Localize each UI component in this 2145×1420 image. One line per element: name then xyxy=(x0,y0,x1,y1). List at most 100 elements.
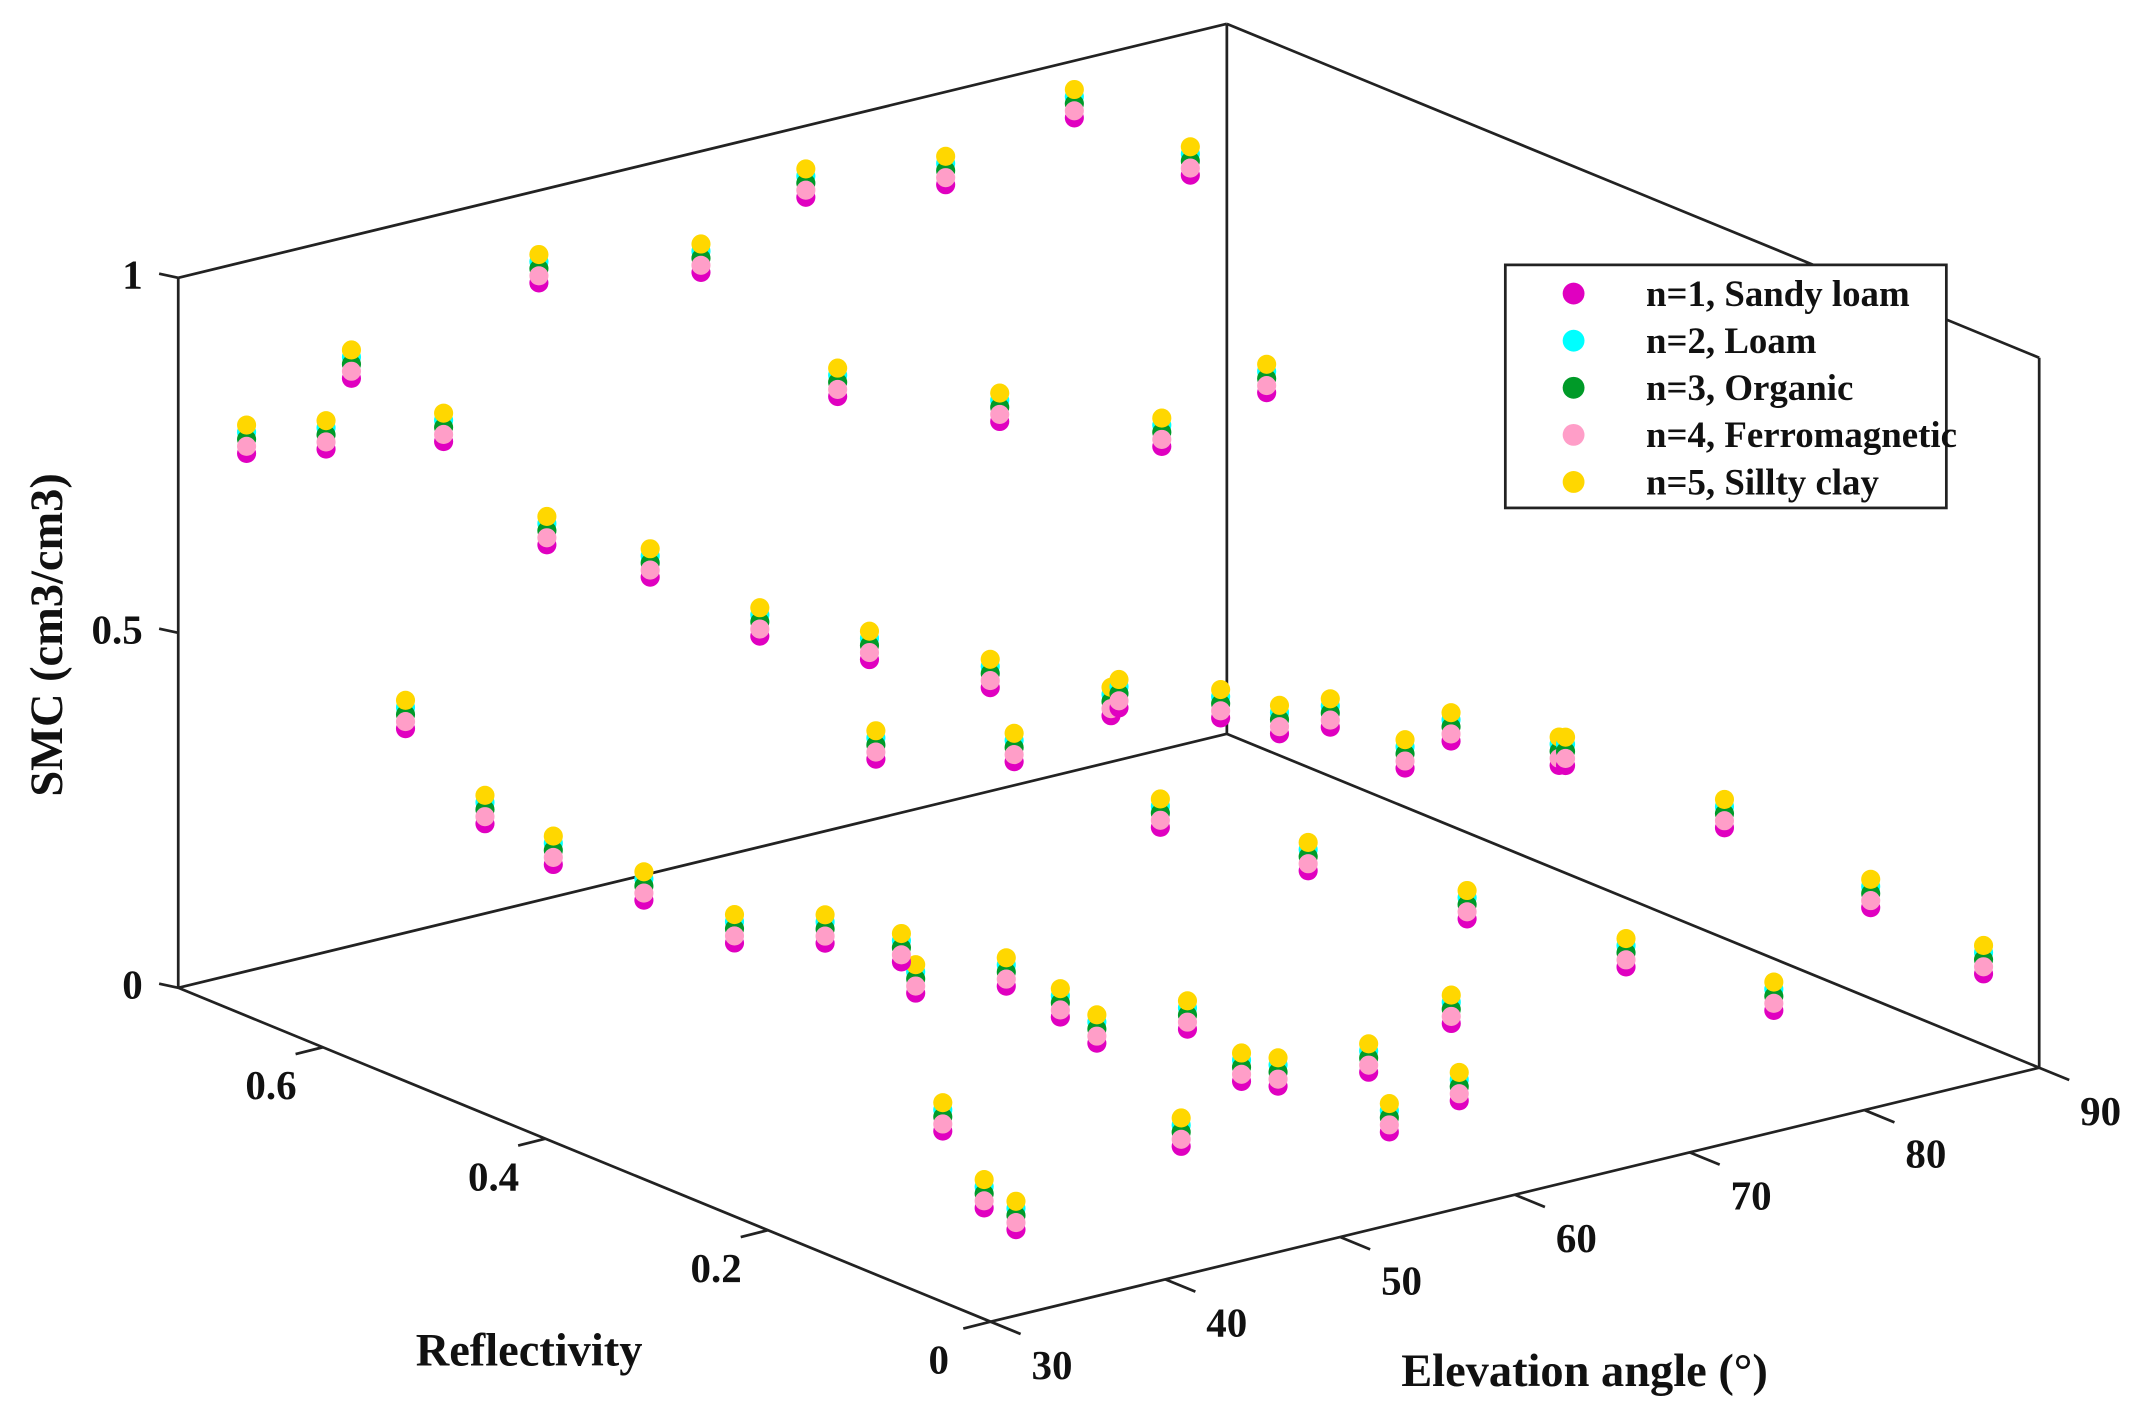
data-point-series-5 xyxy=(796,159,816,179)
data-point-series-5 xyxy=(529,244,549,265)
data-point-series-5 xyxy=(395,690,416,710)
axes-box xyxy=(158,22,2070,1336)
data-point-series-4 xyxy=(475,807,495,827)
data-point-series-4 xyxy=(640,560,660,580)
data-point-series-5 xyxy=(1320,689,1340,709)
x-tick-label: 80 xyxy=(1905,1130,1946,1176)
data-point-series-5 xyxy=(724,905,745,925)
data-point-series-5 xyxy=(1004,723,1024,743)
data-point-series-5 xyxy=(1064,79,1084,100)
data-point-series-4 xyxy=(906,976,926,996)
data-point-series-4 xyxy=(1231,1064,1252,1084)
z-axis-label: SMC (cm3/cm3) xyxy=(22,473,73,796)
y-tick-mark xyxy=(740,1228,769,1239)
data-point-series-5 xyxy=(1441,703,1461,723)
data-point-series-4 xyxy=(1269,717,1290,737)
data-point-series-5 xyxy=(1441,985,1461,1005)
data-point-series-5 xyxy=(341,340,361,360)
data-point-series-4 xyxy=(543,847,563,867)
data-point-series-5 xyxy=(1050,979,1070,999)
y-tick-label: 0.4 xyxy=(468,1154,519,1200)
data-point-series-4 xyxy=(634,883,654,903)
z-tick-mark xyxy=(158,272,179,280)
legend-marker xyxy=(1562,376,1585,399)
data-point-series-4 xyxy=(1152,429,1172,449)
legend-marker xyxy=(1562,282,1585,305)
z-tick-mark xyxy=(158,982,179,990)
data-point-series-4 xyxy=(750,619,770,639)
data-point-series-5 xyxy=(866,721,886,741)
data-point-series-4 xyxy=(1861,891,1881,911)
data-point-series-5 xyxy=(936,146,956,166)
data-point-series-5 xyxy=(1150,789,1170,809)
legend: n=1, Sandy loam n=2, Loam n=3, Organic n=4,… xyxy=(1503,263,1957,510)
data-point-series-4 xyxy=(815,926,835,946)
axis-edge xyxy=(1226,732,2040,1069)
data-point-series-4 xyxy=(1616,950,1636,970)
x-tick-mark xyxy=(1514,1193,1546,1209)
data-point-series-5 xyxy=(634,862,654,882)
legend-marker xyxy=(1562,423,1585,446)
data-point-series-4 xyxy=(990,404,1010,424)
data-point-series-4 xyxy=(1555,748,1576,769)
data-point-series-5 xyxy=(891,923,911,944)
data-point-series-4 xyxy=(1006,1213,1026,1233)
data-point-series-5 xyxy=(990,383,1010,403)
x-tick-mark xyxy=(2038,1066,2070,1082)
data-point-series-5 xyxy=(1109,669,1129,690)
data-point-series-5 xyxy=(859,621,880,641)
data-point-series-4 xyxy=(933,1114,953,1134)
data-point-series-4 xyxy=(1320,710,1340,730)
data-points xyxy=(237,79,1994,1240)
data-point-series-4 xyxy=(1379,1115,1399,1135)
data-point-series-5 xyxy=(1006,1191,1026,1211)
data-point-series-5 xyxy=(996,948,1016,968)
x-tick-mark xyxy=(1689,1151,1721,1166)
data-point-series-4 xyxy=(1764,993,1784,1013)
data-point-series-4 xyxy=(1171,1129,1191,1149)
data-point-series-4 xyxy=(891,945,911,965)
data-point-series-4 xyxy=(537,528,557,548)
legend-marker xyxy=(1562,329,1585,352)
y-tick-label: 0 xyxy=(928,1337,948,1383)
data-point-series-4 xyxy=(1268,1069,1288,1089)
data-point-series-4 xyxy=(1298,854,1318,874)
x-tick-label: 40 xyxy=(1206,1300,1247,1346)
data-point-series-4 xyxy=(1359,1055,1379,1075)
data-point-series-5 xyxy=(691,234,711,254)
data-point-series-5 xyxy=(933,1093,953,1113)
data-point-series-4 xyxy=(724,926,745,946)
data-point-series-5 xyxy=(1457,880,1477,901)
data-point-series-4 xyxy=(434,424,454,445)
data-point-series-5 xyxy=(1231,1043,1252,1063)
data-point-series-4 xyxy=(980,671,1000,691)
data-point-series-5 xyxy=(475,785,495,805)
data-point-series-4 xyxy=(316,432,336,452)
data-point-series-5 xyxy=(815,905,835,925)
x-tick-label: 50 xyxy=(1381,1257,1422,1303)
data-point-series-5 xyxy=(537,506,557,527)
tick-labels: 0 0.5 1 30 40 50 60 70 80 90 0 0.2 0.4 0.6 xyxy=(92,252,2122,1388)
x-tick-mark xyxy=(1863,1108,1895,1124)
z-tick-label: 0.5 xyxy=(92,607,143,653)
data-point-series-5 xyxy=(906,955,926,975)
data-point-series-4 xyxy=(859,642,880,663)
data-point-series-5 xyxy=(1616,929,1636,949)
data-point-series-4 xyxy=(974,1191,994,1211)
data-point-series-5 xyxy=(1087,1005,1107,1025)
data-point-series-4 xyxy=(1211,701,1231,721)
data-point-series-5 xyxy=(1180,137,1200,157)
data-point-series-5 xyxy=(1379,1094,1399,1114)
data-point-series-4 xyxy=(996,969,1016,989)
y-tick-label: 0.2 xyxy=(691,1245,742,1291)
data-point-series-5 xyxy=(1152,408,1172,428)
x-tick-mark xyxy=(990,1320,1022,1336)
z-tick-label: 1 xyxy=(122,252,142,298)
data-point-series-5 xyxy=(543,826,563,846)
x-tick-mark xyxy=(1339,1235,1371,1251)
legend-label: n=1, Sandy loam xyxy=(1646,273,1910,314)
legend-label: n=2, Loam xyxy=(1646,320,1817,361)
data-point-series-4 xyxy=(1395,751,1415,771)
x-tick-label: 60 xyxy=(1556,1215,1597,1261)
data-point-series-5 xyxy=(1395,730,1415,750)
